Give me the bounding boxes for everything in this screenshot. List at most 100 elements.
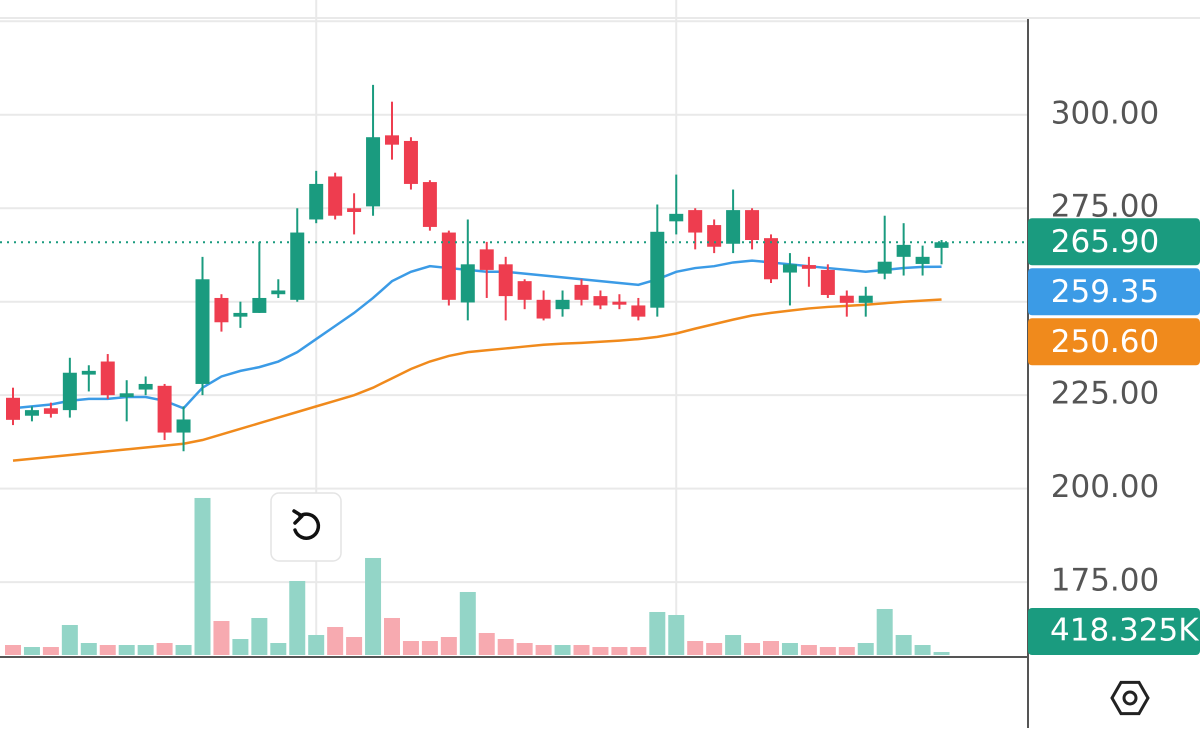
volume-bar — [289, 580, 306, 655]
price-tag-label: 265.90 — [1051, 224, 1159, 260]
volume-bar — [308, 634, 325, 655]
volume-bar — [630, 646, 647, 655]
volume-bar — [516, 642, 533, 655]
candle-body — [43, 408, 58, 414]
price-tag-label: 250.60 — [1051, 324, 1159, 360]
volume-bar — [914, 644, 931, 655]
volume-bar — [99, 644, 116, 655]
y-tick-label: 200.00 — [1051, 469, 1159, 505]
candle-body — [441, 232, 456, 300]
settings-icon — [1110, 680, 1150, 716]
candle-body — [764, 238, 778, 280]
volume-bar — [497, 638, 514, 655]
volume-bar — [933, 652, 950, 655]
volume-bar — [213, 620, 230, 655]
candle-body — [176, 419, 191, 433]
settings-button[interactable] — [1110, 680, 1150, 716]
candle-body — [631, 305, 646, 317]
volume-bar — [137, 644, 154, 655]
volume-bar — [763, 640, 779, 655]
volume-bar — [857, 642, 874, 655]
candle-body — [81, 370, 96, 375]
candle-body — [309, 183, 324, 220]
reset-icon-arrow — [292, 509, 304, 525]
volume-bar — [611, 646, 628, 655]
volume-bar — [573, 644, 590, 655]
volume-bar — [175, 644, 192, 655]
candle-body — [366, 137, 381, 207]
candle-body — [896, 244, 911, 257]
volume-bar — [744, 642, 761, 655]
candle-body — [650, 231, 665, 308]
candle-body — [252, 297, 267, 313]
candle-body — [839, 295, 854, 303]
volume-bar — [725, 634, 742, 655]
price-tag — [1028, 268, 1200, 316]
candle-body — [517, 281, 532, 300]
volume-bar — [402, 640, 419, 655]
price-tag — [1028, 218, 1200, 266]
candle-body — [669, 213, 684, 222]
price-tag — [1028, 318, 1200, 366]
candle-body — [498, 264, 513, 297]
candle-body — [157, 385, 172, 433]
candle-body — [62, 372, 77, 411]
candle-body — [6, 397, 20, 420]
candle-body — [820, 269, 835, 295]
bottom-background — [0, 657, 1028, 730]
candle-body — [385, 135, 399, 145]
candle-body — [745, 210, 760, 241]
moving-average-line — [12, 298, 942, 462]
candle-body — [555, 299, 570, 310]
volume-bar — [80, 642, 97, 655]
volume-bar — [554, 644, 571, 655]
candle-body — [915, 256, 930, 264]
volume-bar — [649, 611, 666, 655]
settings-icon-dot — [1122, 690, 1138, 706]
candle-body — [290, 232, 305, 300]
candle-body — [233, 312, 248, 317]
candle-body — [347, 208, 362, 212]
volume-bar — [327, 626, 344, 655]
candle-body — [403, 140, 418, 184]
volume-bar — [895, 634, 912, 655]
candle-body — [858, 295, 873, 303]
candle-body — [688, 210, 703, 233]
volume-bar — [668, 614, 685, 655]
candle-body — [479, 249, 494, 270]
candle-body — [138, 383, 153, 390]
volume-bar — [251, 617, 268, 655]
volume-bar — [876, 608, 893, 655]
candle-body — [100, 361, 115, 396]
candle-body — [460, 264, 475, 303]
volume-bar — [346, 636, 363, 655]
volume-bar — [365, 557, 382, 655]
volume-bar — [61, 624, 78, 655]
volume-bar — [42, 646, 59, 655]
volume-bar — [687, 640, 704, 655]
candle-body — [934, 242, 949, 248]
volume-bar — [5, 644, 21, 655]
volume-bar — [194, 497, 211, 655]
candle-body — [422, 182, 437, 227]
volume-bar — [440, 636, 457, 655]
volume-bar — [800, 644, 817, 655]
candle-body — [593, 296, 608, 306]
volume-bar — [838, 646, 855, 655]
y-tick-label: 225.00 — [1051, 376, 1159, 412]
candle-body — [782, 264, 797, 273]
volume-tag — [1028, 608, 1200, 655]
volume-bar — [118, 644, 135, 655]
reset-button[interactable] — [270, 492, 342, 562]
candle-body — [214, 297, 229, 323]
candle-body — [574, 284, 589, 300]
volume-bar — [459, 591, 476, 655]
reset-button-bg — [270, 492, 342, 562]
volume-bar — [23, 646, 40, 655]
volume-bar — [781, 642, 798, 655]
volume-bar — [384, 617, 400, 655]
volume-bar — [156, 642, 173, 655]
candle-body — [195, 279, 210, 384]
candle-body — [271, 290, 286, 295]
